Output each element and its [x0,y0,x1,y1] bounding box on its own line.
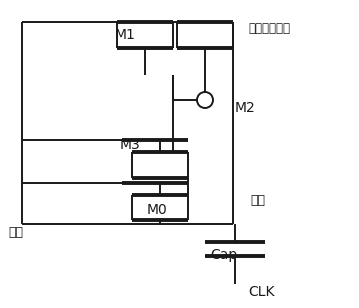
Text: 输出: 输出 [250,193,265,206]
Text: Cap: Cap [210,248,237,262]
Text: M0: M0 [147,203,168,217]
Text: M2: M2 [235,101,256,115]
Text: 接下一级输出: 接下一级输出 [248,22,290,34]
Text: CLK: CLK [248,285,275,299]
Text: M1: M1 [115,28,136,42]
Text: 输入: 输入 [8,225,23,238]
Text: M3: M3 [120,138,141,152]
